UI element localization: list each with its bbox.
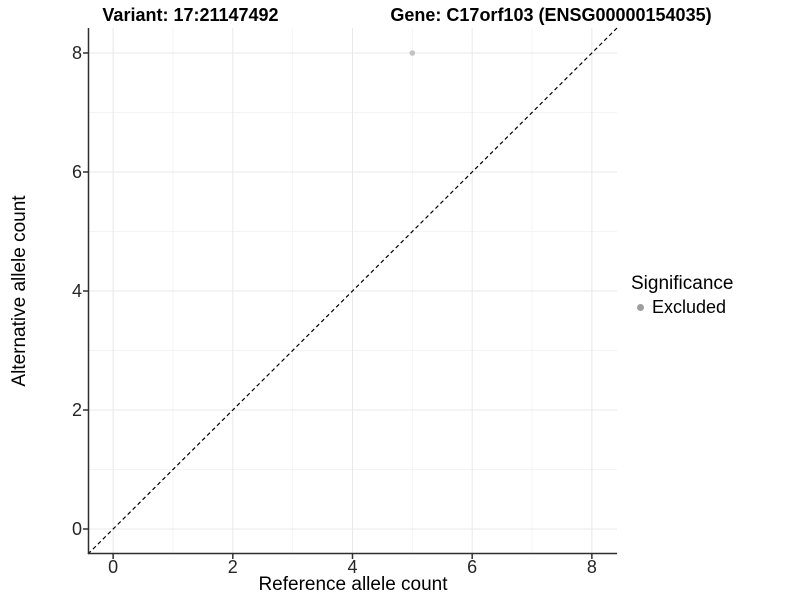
y-axis-title: Alternative allele count (9, 195, 30, 387)
x-tick-label: 8 (586, 557, 597, 577)
y-tick-label: 8 (71, 42, 82, 63)
x-tick-label: 6 (467, 557, 478, 577)
legend-entry-label: Excluded (652, 297, 727, 317)
x-axis-title: Reference allele count (258, 574, 448, 595)
y-tick-label: 4 (71, 281, 82, 301)
legend: Significance Excluded (631, 273, 734, 316)
variant-title: Variant: 17:21147492 (102, 5, 279, 25)
identity-dashed-line (87, 27, 618, 555)
x-tick-label: 2 (227, 557, 238, 577)
gene-title: Gene: C17orf103 (ENSG00000154035) (390, 5, 712, 25)
excluded-marker-icon (637, 303, 644, 311)
x-tick-label: 4 (347, 557, 358, 577)
legend-title: Significance (631, 273, 734, 294)
plot-panel (83, 27, 618, 559)
y-tick-label: 0 (71, 519, 82, 539)
data-point (409, 50, 416, 56)
plot-canvas (83, 27, 618, 559)
y-tick-label: 6 (71, 161, 82, 182)
legend-entry-excluded: Excluded (631, 298, 733, 316)
x-tick-label: 0 (108, 557, 119, 577)
y-tick-label: 2 (71, 400, 82, 420)
